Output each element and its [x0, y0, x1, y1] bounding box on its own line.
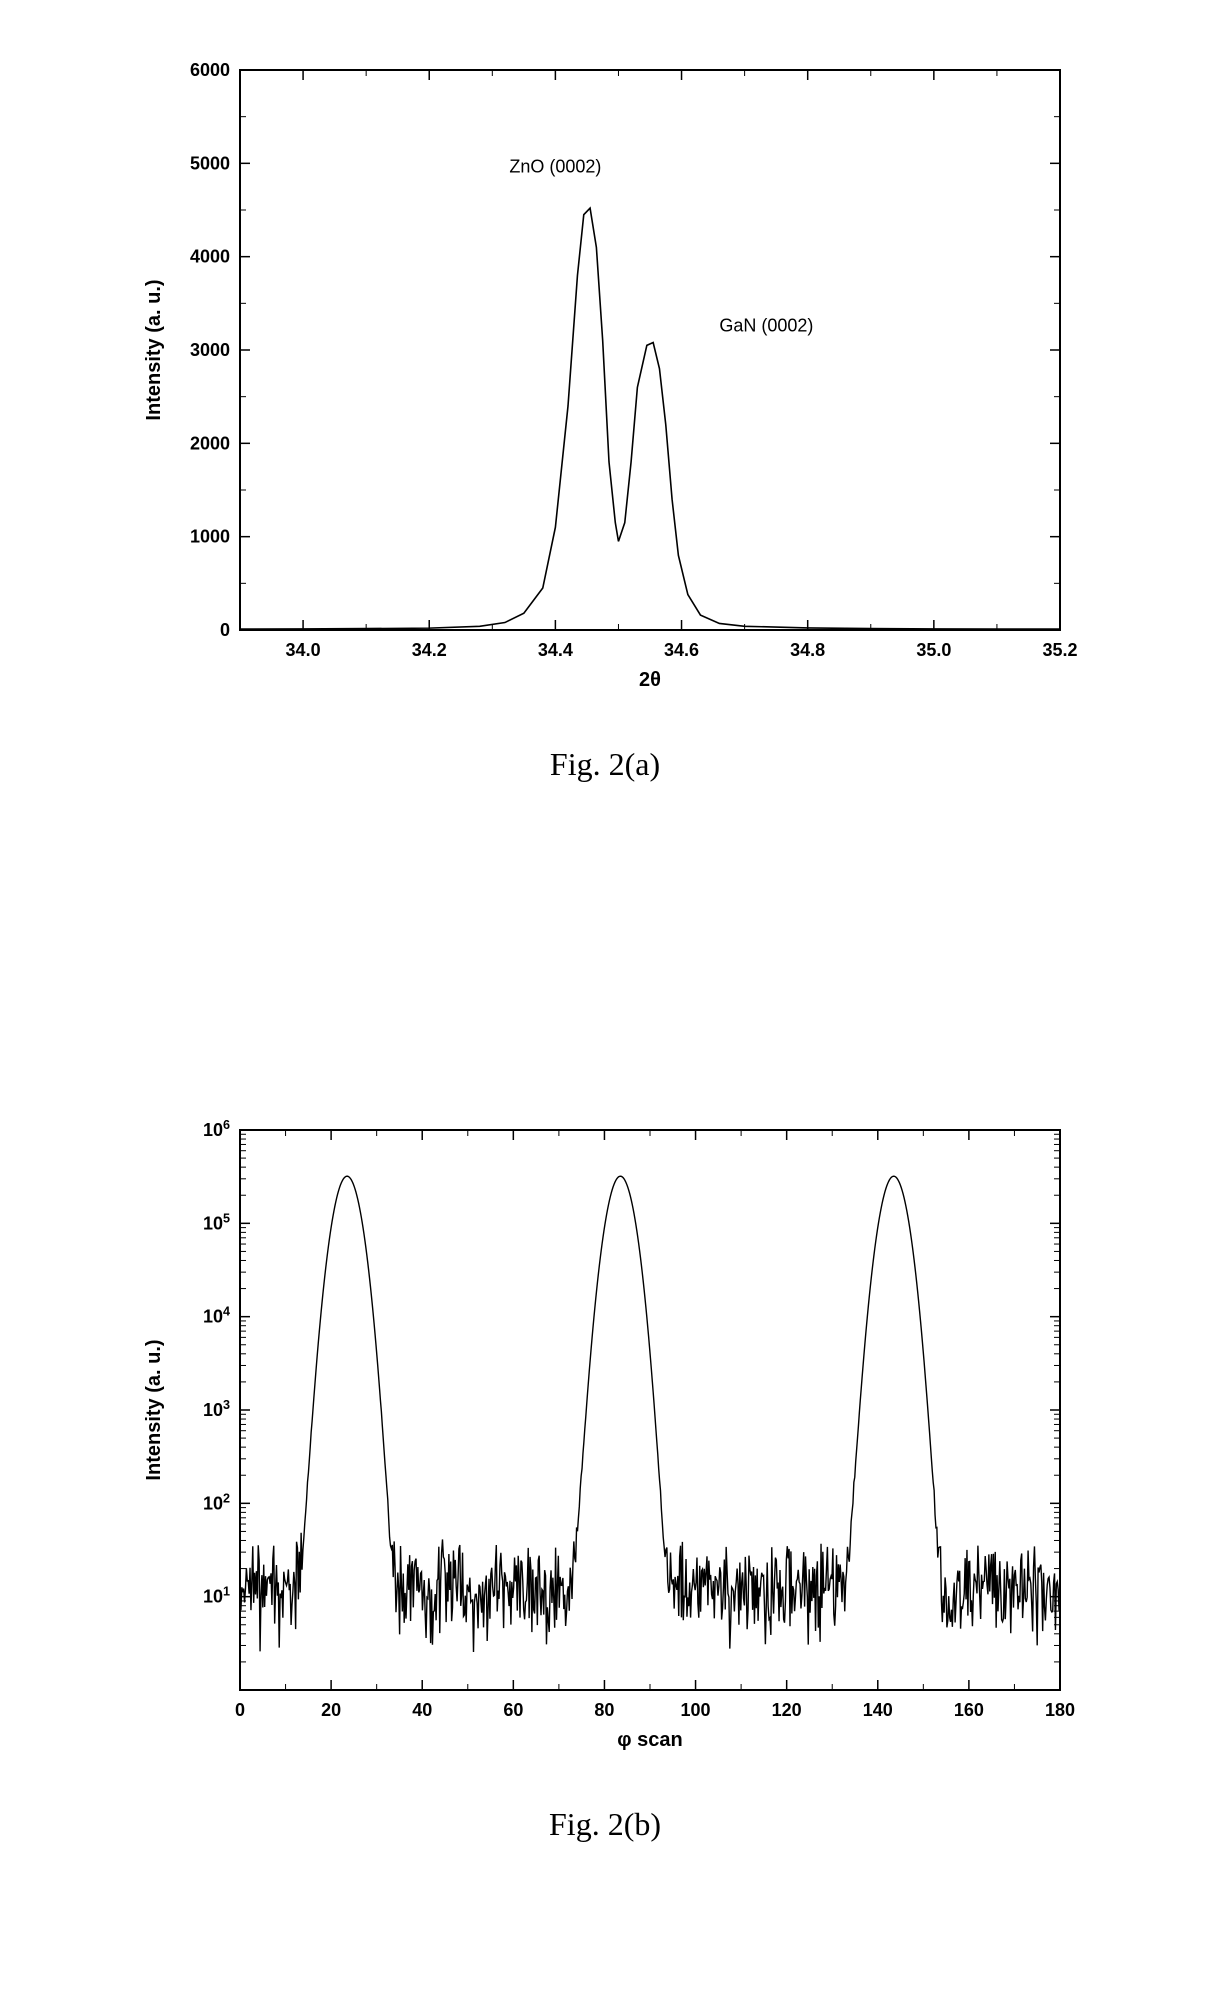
page: 34.034.234.434.634.835.035.2010002000300…	[0, 0, 1210, 2010]
svg-text:40: 40	[412, 1700, 432, 1720]
svg-text:101: 101	[203, 1585, 230, 1607]
svg-text:0: 0	[235, 1700, 245, 1720]
svg-text:100: 100	[681, 1700, 711, 1720]
svg-text:Intensity (a. u.): Intensity (a. u.)	[143, 1339, 165, 1480]
figure-2a-caption: Fig. 2(a)	[120, 746, 1090, 783]
svg-text:5000: 5000	[190, 153, 230, 173]
chart-2a: 34.0 34.2 34.4 34.6 34.8 35.0 35.2 0 1000 2000 300…	[120, 50, 1090, 710]
chart-2b: 0 20 40 60 80 100 120 140 160 180 101 102 103 104 105 1…	[120, 1110, 1090, 1770]
svg-text:80: 80	[594, 1700, 614, 1720]
svg-text:35.2: 35.2	[1042, 640, 1077, 660]
svg-text:20: 20	[321, 1700, 341, 1720]
svg-text:104: 104	[203, 1305, 230, 1327]
figure-2a: 34.0 34.2 34.4 34.6 34.8 35.0 35.2 0 1000 2000 300…	[120, 50, 1090, 783]
svg-text:34.0: 34.0	[286, 640, 321, 660]
svg-text:1000: 1000	[190, 527, 230, 547]
svg-text:106: 106	[203, 1118, 230, 1140]
svg-text:60: 60	[503, 1700, 523, 1720]
svg-text:Intensity (a. u.): Intensity (a. u.)	[143, 279, 165, 420]
figure-2b-caption: Fig. 2(b)	[120, 1806, 1090, 1843]
svg-text:180: 180	[1045, 1700, 1075, 1720]
svg-text:2000: 2000	[190, 433, 230, 453]
svg-text:6000: 6000	[190, 60, 230, 80]
svg-text:160: 160	[954, 1700, 984, 1720]
svg-text:2θ: 2θ	[639, 669, 661, 691]
svg-text:GaN (0002): GaN (0002)	[719, 315, 813, 335]
svg-text:ZnO (0002): ZnO (0002)	[509, 157, 601, 177]
svg-text:102: 102	[203, 1491, 230, 1513]
svg-text:140: 140	[863, 1700, 893, 1720]
svg-text:34.4: 34.4	[538, 640, 573, 660]
svg-text:4000: 4000	[190, 247, 230, 267]
svg-text:0: 0	[220, 620, 230, 640]
svg-text:35.0: 35.0	[916, 640, 951, 660]
svg-text:34.2: 34.2	[412, 640, 447, 660]
svg-text:103: 103	[203, 1398, 230, 1420]
svg-text:φ scan: φ scan	[617, 1729, 682, 1751]
svg-text:120: 120	[772, 1700, 802, 1720]
svg-text:34.6: 34.6	[664, 640, 699, 660]
figure-2b: 0 20 40 60 80 100 120 140 160 180 101 102 103 104 105 1…	[120, 1110, 1090, 1843]
svg-text:3000: 3000	[190, 340, 230, 360]
svg-text:105: 105	[203, 1211, 230, 1233]
svg-text:34.8: 34.8	[790, 640, 825, 660]
